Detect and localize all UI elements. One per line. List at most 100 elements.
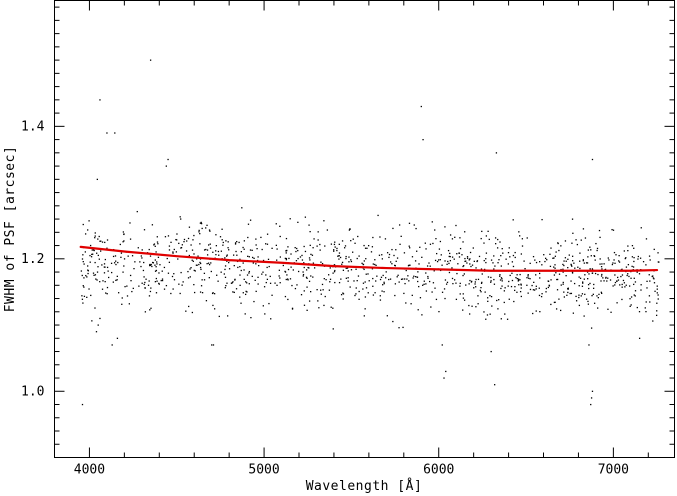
data-point [172,288,174,290]
data-point [652,320,654,322]
data-point [465,260,467,262]
data-point [657,294,659,296]
data-point [312,247,314,249]
data-point [200,221,202,224]
data-point [348,256,350,258]
data-point [524,268,526,270]
data-point [427,275,429,278]
data-point [322,289,324,291]
data-point [500,277,503,279]
data-point [333,271,336,273]
data-point [501,278,503,280]
data-point [627,273,629,275]
data-point [205,227,207,229]
data-point [224,268,226,271]
data-point [555,308,558,310]
data-point [94,235,96,237]
outlier-point [490,350,492,353]
data-point [600,275,603,277]
data-point [513,300,515,303]
data-point [539,261,541,263]
data-point [96,271,99,273]
data-point [323,304,325,307]
data-point [87,272,89,275]
data-point [472,247,474,249]
data-point [644,307,646,309]
data-point [431,221,433,223]
data-point [611,228,613,231]
data-point [176,239,178,241]
data-point [446,263,448,265]
data-point [379,278,382,281]
data-point [519,279,521,281]
outlier-point [81,403,84,406]
data-point [175,251,178,253]
data-point [646,287,648,289]
data-point [325,279,327,281]
data-point [584,237,587,239]
data-point [413,275,415,277]
data-point [507,251,510,254]
data-point [568,254,570,256]
data-point [155,251,157,253]
data-point [328,289,331,291]
data-point [487,297,489,299]
data-point [206,263,208,265]
data-point [268,265,270,268]
data-point [324,245,326,247]
data-point [251,275,253,278]
data-point [469,313,471,315]
data-point [303,304,306,306]
data-point [222,244,224,246]
data-point [386,252,389,254]
data-point [279,282,281,284]
data-point [645,238,648,240]
data-point [656,288,658,290]
data-point [516,291,518,293]
data-point [562,283,564,285]
data-point [172,251,174,253]
data-point [303,245,305,248]
data-point [290,253,292,255]
data-point [103,266,105,268]
data-point [343,247,346,249]
data-point [535,285,537,287]
data-point [321,283,324,286]
data-point [377,214,379,217]
data-point [203,272,206,275]
data-point [636,306,638,309]
data-point [509,274,511,277]
data-point [188,305,190,308]
data-point [560,245,562,247]
data-point [129,274,132,277]
data-point [326,229,329,231]
data-point [364,281,366,283]
data-point [149,263,151,266]
data-point [341,261,344,264]
data-point [654,290,656,292]
data-point [569,292,571,295]
data-point [212,292,214,294]
data-point [332,328,334,330]
data-point [150,307,152,309]
data-point [578,285,580,287]
data-point [362,288,364,290]
data-point [497,308,499,310]
data-point [395,260,397,262]
outlier-point [590,397,593,399]
data-point [599,263,601,265]
data-point [235,288,238,290]
data-point [587,278,589,280]
outlier-point [111,344,113,346]
data-point [301,254,303,257]
data-point [598,229,601,232]
data-point [412,277,414,279]
data-point [496,247,499,249]
data-point [225,285,227,287]
data-point [178,242,180,245]
data-point [405,269,407,272]
data-point [89,244,92,247]
data-point [629,305,631,308]
outlier-point [420,105,422,108]
data-point [633,260,635,263]
